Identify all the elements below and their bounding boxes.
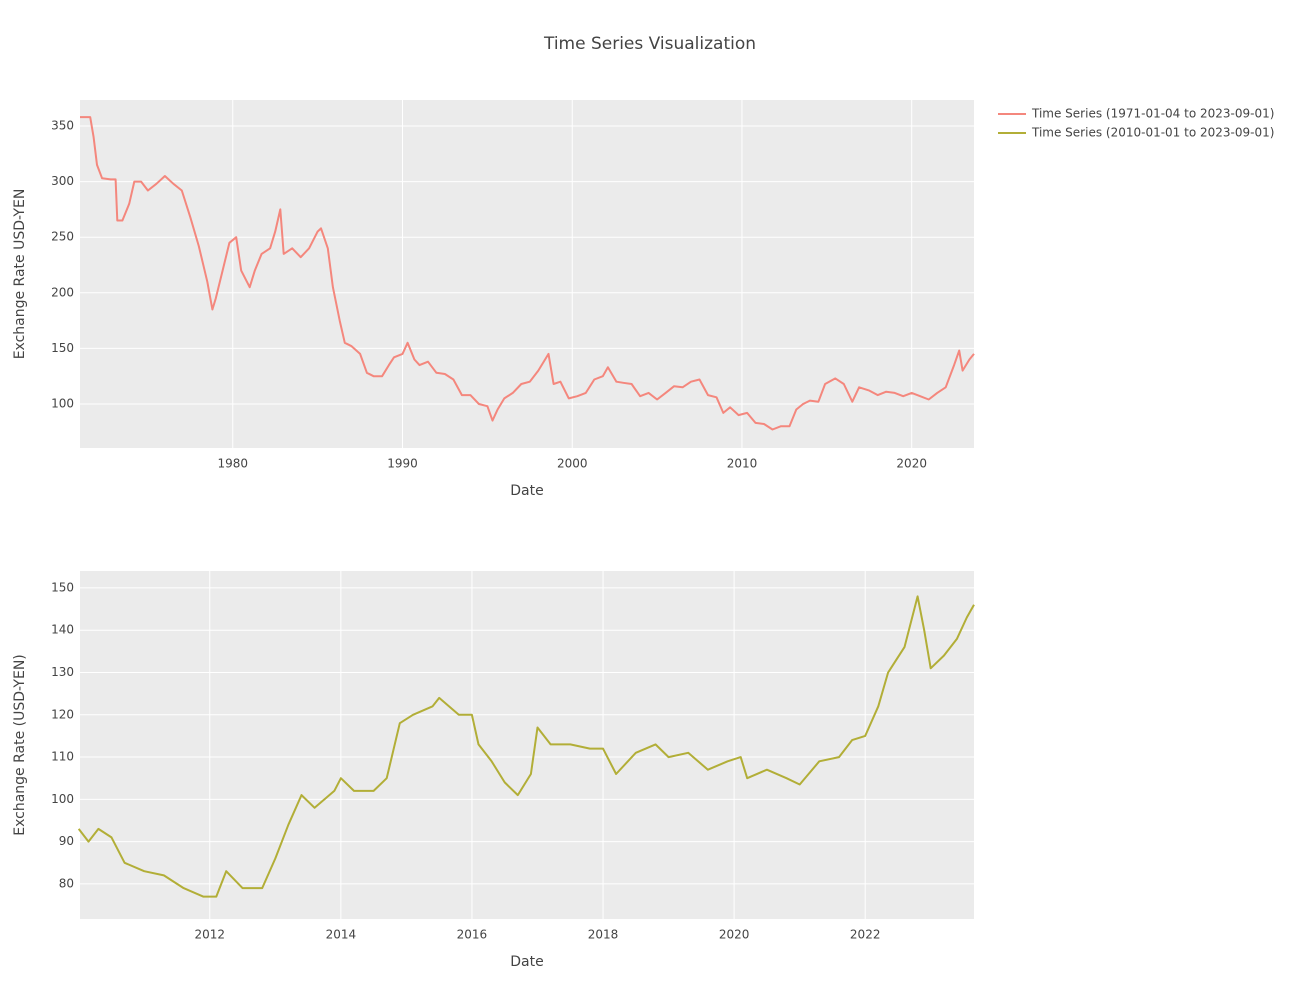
x-tick-label: 2020	[719, 928, 750, 942]
y-tick-label: 130	[51, 665, 74, 679]
series-line	[80, 116, 975, 431]
y-tick-label: 150	[51, 580, 74, 594]
x-tick-label: 2012	[195, 928, 226, 942]
y-tick-label: 300	[51, 174, 74, 188]
y-axis-title: Exchange Rate USD-YEN	[12, 189, 28, 360]
y-tick-label: 150	[51, 341, 74, 355]
x-tick-label: 1980	[217, 457, 248, 471]
y-tick-label: 100	[51, 396, 74, 410]
y-tick-label: 120	[51, 707, 74, 721]
x-tick-label: 2010	[727, 457, 758, 471]
x-tick-label: 2022	[850, 928, 881, 942]
y-tick-label: 80	[59, 876, 74, 890]
x-tick-label: 2016	[457, 928, 488, 942]
figure-title: Time Series Visualization	[543, 34, 756, 54]
plot-background	[80, 571, 974, 919]
y-tick-label: 100	[51, 792, 74, 806]
y-tick-label: 350	[51, 119, 74, 133]
y-axis-title: Exchange Rate (USD-YEN)	[12, 654, 28, 836]
series-line	[77, 595, 975, 898]
legend-label: Time Series (2010-01-01 to 2023-09-01)	[1031, 126, 1274, 140]
y-tick-label: 90	[59, 834, 74, 848]
x-axis-title: Date	[510, 954, 543, 970]
y-tick-label: 200	[51, 285, 74, 299]
y-tick-label: 110	[51, 750, 74, 764]
x-tick-label: 2000	[557, 457, 588, 471]
x-tick-label: 2020	[896, 457, 927, 471]
x-axis-title: Date	[510, 483, 543, 499]
legend-label: Time Series (1971-01-04 to 2023-09-01)	[1031, 107, 1274, 121]
y-tick-label: 250	[51, 230, 74, 244]
x-tick-label: 2014	[326, 928, 357, 942]
x-tick-label: 1990	[387, 457, 418, 471]
x-tick-label: 2018	[588, 928, 619, 942]
plot-background	[80, 100, 974, 448]
y-tick-label: 140	[51, 623, 74, 637]
